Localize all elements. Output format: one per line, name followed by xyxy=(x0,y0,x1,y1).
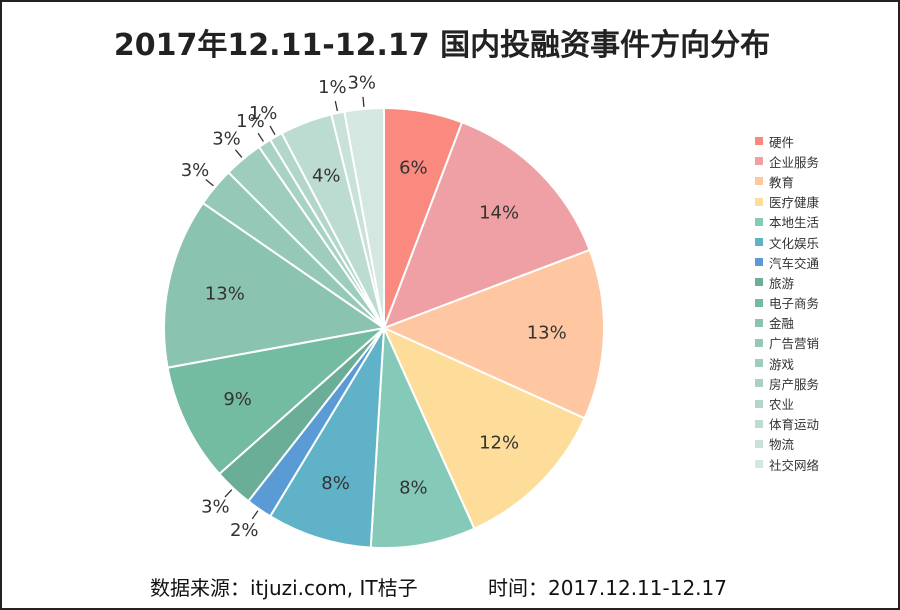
legend-label: 体育运动 xyxy=(769,417,820,433)
slice-label: 2% xyxy=(230,520,259,541)
label-leader-line xyxy=(251,510,259,520)
chart-title: 2017年12.11-12.17 国内投融资事件方向分布 xyxy=(113,28,771,63)
pie-slice xyxy=(382,121,591,330)
legend-item: 金融 xyxy=(755,313,819,333)
chart-legend: 硬件企业服务教育医疗健康本地生活文化娱乐汽车交通旅游电子商务金融广告营销游戏房产… xyxy=(755,131,819,474)
legend-item: 旅游 xyxy=(755,272,819,292)
label-leader-line xyxy=(334,101,339,112)
legend-label: 社交网络 xyxy=(769,457,820,473)
legend-swatch xyxy=(755,460,763,469)
legend-item: 游戏 xyxy=(755,353,819,373)
legend-label: 企业服务 xyxy=(769,154,820,170)
legend-item: 广告营销 xyxy=(755,333,819,353)
legend-item: 物流 xyxy=(755,434,819,454)
legend-item: 社交网络 xyxy=(755,454,819,474)
legend-label: 硬件 xyxy=(769,134,795,150)
legend-label: 旅游 xyxy=(769,275,795,291)
slice-label: 12% xyxy=(479,433,519,454)
label-leader-line xyxy=(257,132,265,142)
legend-swatch xyxy=(755,137,763,146)
legend-label: 农业 xyxy=(769,397,795,413)
pie-slice xyxy=(381,248,605,420)
legend-label: 金融 xyxy=(769,316,795,332)
pie-labels: 6%14%13%12%8%8%2%3%9%13%3%3%1%1%4%1% 3% xyxy=(181,73,567,541)
legend-item: 电子商务 xyxy=(755,293,819,313)
pie-slice xyxy=(163,201,387,369)
label-leader-line xyxy=(224,489,233,498)
slice-label: 4% xyxy=(312,165,341,186)
legend-swatch xyxy=(755,157,763,166)
legend-swatch xyxy=(755,318,763,327)
pie-slice xyxy=(268,327,385,549)
legend-swatch xyxy=(755,238,763,247)
legend-label: 医疗健康 xyxy=(769,195,820,211)
legend-swatch xyxy=(755,217,763,226)
pie-slice xyxy=(382,326,586,530)
legend-item: 汽车交通 xyxy=(755,252,819,272)
slice-label: 13% xyxy=(205,283,245,304)
legend-swatch xyxy=(755,197,763,206)
legend-label: 电子商务 xyxy=(769,296,820,312)
legend-swatch xyxy=(755,258,763,267)
pie-slice xyxy=(166,326,388,476)
label-leader-line xyxy=(362,96,365,107)
legend-label: 广告营销 xyxy=(769,336,820,352)
legend-item: 体育运动 xyxy=(755,414,819,434)
slice-label: 13% xyxy=(527,322,567,343)
slice-label: 14% xyxy=(479,202,519,223)
slice-label: 3% xyxy=(201,497,230,518)
legend-item: 硬件 xyxy=(755,131,819,151)
legend-label: 本地生活 xyxy=(769,215,820,231)
legend-item: 农业 xyxy=(755,393,819,413)
legend-label: 房产服务 xyxy=(769,376,820,392)
time-range-text: 时间：2017.12.11-12.17 xyxy=(488,576,727,600)
legend-item: 本地生活 xyxy=(755,212,819,232)
slice-label: 8% xyxy=(321,473,350,494)
legend-swatch xyxy=(755,399,763,408)
label-leader-line xyxy=(269,125,276,135)
legend-item: 文化娱乐 xyxy=(755,232,819,252)
slice-label: 1% xyxy=(318,77,347,98)
label-leader-line xyxy=(205,178,214,187)
legend-label: 游戏 xyxy=(769,356,795,372)
legend-swatch xyxy=(755,379,763,388)
legend-item: 教育 xyxy=(755,171,819,191)
slice-label: 1% xyxy=(236,111,265,132)
legend-item: 房产服务 xyxy=(755,373,819,393)
data-source-text: 数据来源：itjuzi.com, IT桔子 xyxy=(150,576,418,600)
legend-swatch xyxy=(755,338,763,347)
slice-label: 3% xyxy=(212,129,241,150)
slice-label: 3% xyxy=(347,73,376,94)
pie-slice xyxy=(343,106,385,329)
legend-label: 汽车交通 xyxy=(769,255,820,271)
pie-slice xyxy=(369,327,476,549)
slice-label: 3% xyxy=(181,160,210,181)
slice-label: 8% xyxy=(399,478,428,499)
label-leader-line xyxy=(234,149,243,158)
slice-label: 1% xyxy=(249,103,278,124)
legend-swatch xyxy=(755,278,763,287)
slice-label: 9% xyxy=(223,389,252,410)
legend-label: 文化娱乐 xyxy=(769,235,820,251)
pie-slices xyxy=(163,106,605,549)
legend-swatch xyxy=(755,359,763,368)
legend-swatch xyxy=(755,419,763,428)
legend-label: 物流 xyxy=(769,437,795,453)
legend-item: 企业服务 xyxy=(755,151,819,171)
legend-swatch xyxy=(755,439,763,448)
slice-label: 6% xyxy=(399,157,428,178)
legend-swatch xyxy=(755,298,763,307)
legend-item: 医疗健康 xyxy=(755,192,819,212)
legend-label: 教育 xyxy=(769,174,795,190)
legend-swatch xyxy=(755,177,763,186)
